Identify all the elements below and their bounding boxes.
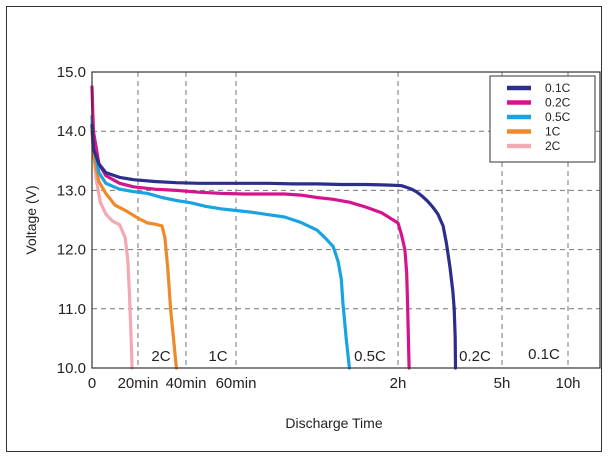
legend-label: 0.2C	[545, 96, 571, 110]
y-tick-labels: 10.0 11.0 12.0 13.0 14.0 15.0	[57, 64, 86, 377]
series-line-0.5C	[90, 114, 351, 370]
y-axis-label: Voltage (V)	[23, 185, 39, 254]
series-group	[90, 85, 458, 370]
curve-label: 0.2C	[459, 348, 491, 365]
y-tick-label: 14.0	[57, 123, 86, 140]
curve-label: 0.5C	[354, 348, 386, 365]
legend-label: 2C	[545, 139, 561, 153]
plot-area	[91, 71, 601, 369]
y-tick-label: 10.0	[57, 360, 86, 377]
x-tick-label: 40min	[166, 375, 207, 392]
legend-label: 0.5C	[545, 110, 571, 124]
curve-label: 1C	[208, 348, 227, 365]
curve-label: 2C	[151, 348, 170, 365]
legend-label: 0.1C	[545, 81, 571, 95]
legend-box	[489, 75, 596, 163]
y-tick-label: 11.0	[58, 301, 86, 318]
x-axis-label: Discharge Time	[285, 415, 382, 431]
x-tick-label: 20min	[118, 375, 159, 392]
x-tick-label: 60min	[216, 375, 257, 392]
y-tick-label: 12.0	[57, 242, 86, 259]
x-tick-label: 2h	[390, 375, 407, 392]
y-tick-label: 13.0	[57, 182, 86, 199]
curve-labels: 2C 1C 0.5C 0.2C 0.1C	[151, 346, 560, 365]
legend-label: 1C	[545, 125, 561, 139]
y-tick-label: 15.0	[57, 64, 86, 81]
series-line-0.1C	[90, 123, 458, 370]
series-line-1C	[90, 129, 178, 370]
x-tick-labels: 0 20min 40min 60min 2h 5h 10h	[88, 375, 581, 392]
series-line-0.2C	[90, 85, 411, 370]
curve-label: 0.1C	[528, 346, 560, 363]
x-tick-label: 10h	[555, 375, 580, 392]
x-tick-label: 0	[88, 375, 96, 392]
x-tick-label: 5h	[494, 375, 511, 392]
